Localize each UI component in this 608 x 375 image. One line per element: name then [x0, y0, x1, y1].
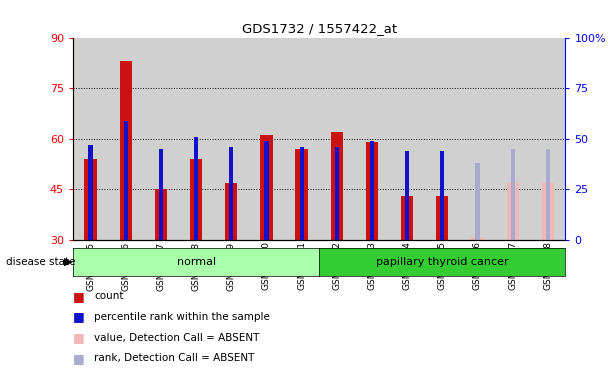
Bar	[495, 38, 530, 240]
Bar	[425, 38, 460, 240]
Bar	[334, 147, 339, 240]
Text: value, Detection Call = ABSENT: value, Detection Call = ABSENT	[94, 333, 260, 342]
Title: GDS1732 / 1557422_at: GDS1732 / 1557422_at	[241, 22, 397, 35]
Text: ■: ■	[73, 310, 85, 323]
Bar	[108, 38, 143, 240]
Bar	[123, 120, 128, 240]
Bar	[225, 183, 237, 240]
Bar	[331, 132, 343, 240]
Bar	[190, 159, 202, 240]
Bar	[229, 147, 233, 240]
Bar	[401, 196, 413, 240]
Text: rank, Detection Call = ABSENT: rank, Detection Call = ABSENT	[94, 353, 255, 363]
Bar	[264, 141, 269, 240]
Bar	[213, 38, 249, 240]
Bar	[260, 135, 272, 240]
Text: ■: ■	[73, 290, 85, 303]
Bar	[546, 149, 550, 240]
Bar	[460, 38, 495, 240]
Bar	[475, 163, 480, 240]
Bar	[73, 38, 108, 240]
Bar	[155, 189, 167, 240]
Bar	[542, 183, 554, 240]
Bar	[511, 149, 515, 240]
Bar	[300, 147, 304, 240]
Bar	[295, 149, 308, 240]
Bar	[471, 237, 483, 240]
Bar	[354, 38, 390, 240]
Text: ▶: ▶	[64, 256, 72, 267]
Text: papillary thyroid cancer: papillary thyroid cancer	[376, 256, 509, 267]
Bar	[179, 38, 213, 240]
Text: count: count	[94, 291, 124, 301]
Bar	[370, 141, 374, 240]
Bar	[390, 38, 425, 240]
Bar	[194, 137, 198, 240]
Bar	[284, 38, 319, 240]
Bar	[530, 38, 565, 240]
Bar	[319, 38, 354, 240]
Bar	[366, 142, 378, 240]
Bar	[440, 151, 444, 240]
Bar	[436, 196, 449, 240]
Text: ■: ■	[73, 331, 85, 344]
Bar	[85, 159, 97, 240]
Text: disease state: disease state	[6, 256, 75, 267]
Bar	[143, 38, 179, 240]
Text: ■: ■	[73, 352, 85, 364]
Bar	[120, 61, 132, 240]
Text: percentile rank within the sample: percentile rank within the sample	[94, 312, 270, 322]
Bar	[506, 183, 519, 240]
Bar	[249, 38, 284, 240]
Bar	[88, 145, 92, 240]
Text: normal: normal	[176, 256, 216, 267]
Bar	[405, 151, 409, 240]
Bar	[159, 149, 163, 240]
